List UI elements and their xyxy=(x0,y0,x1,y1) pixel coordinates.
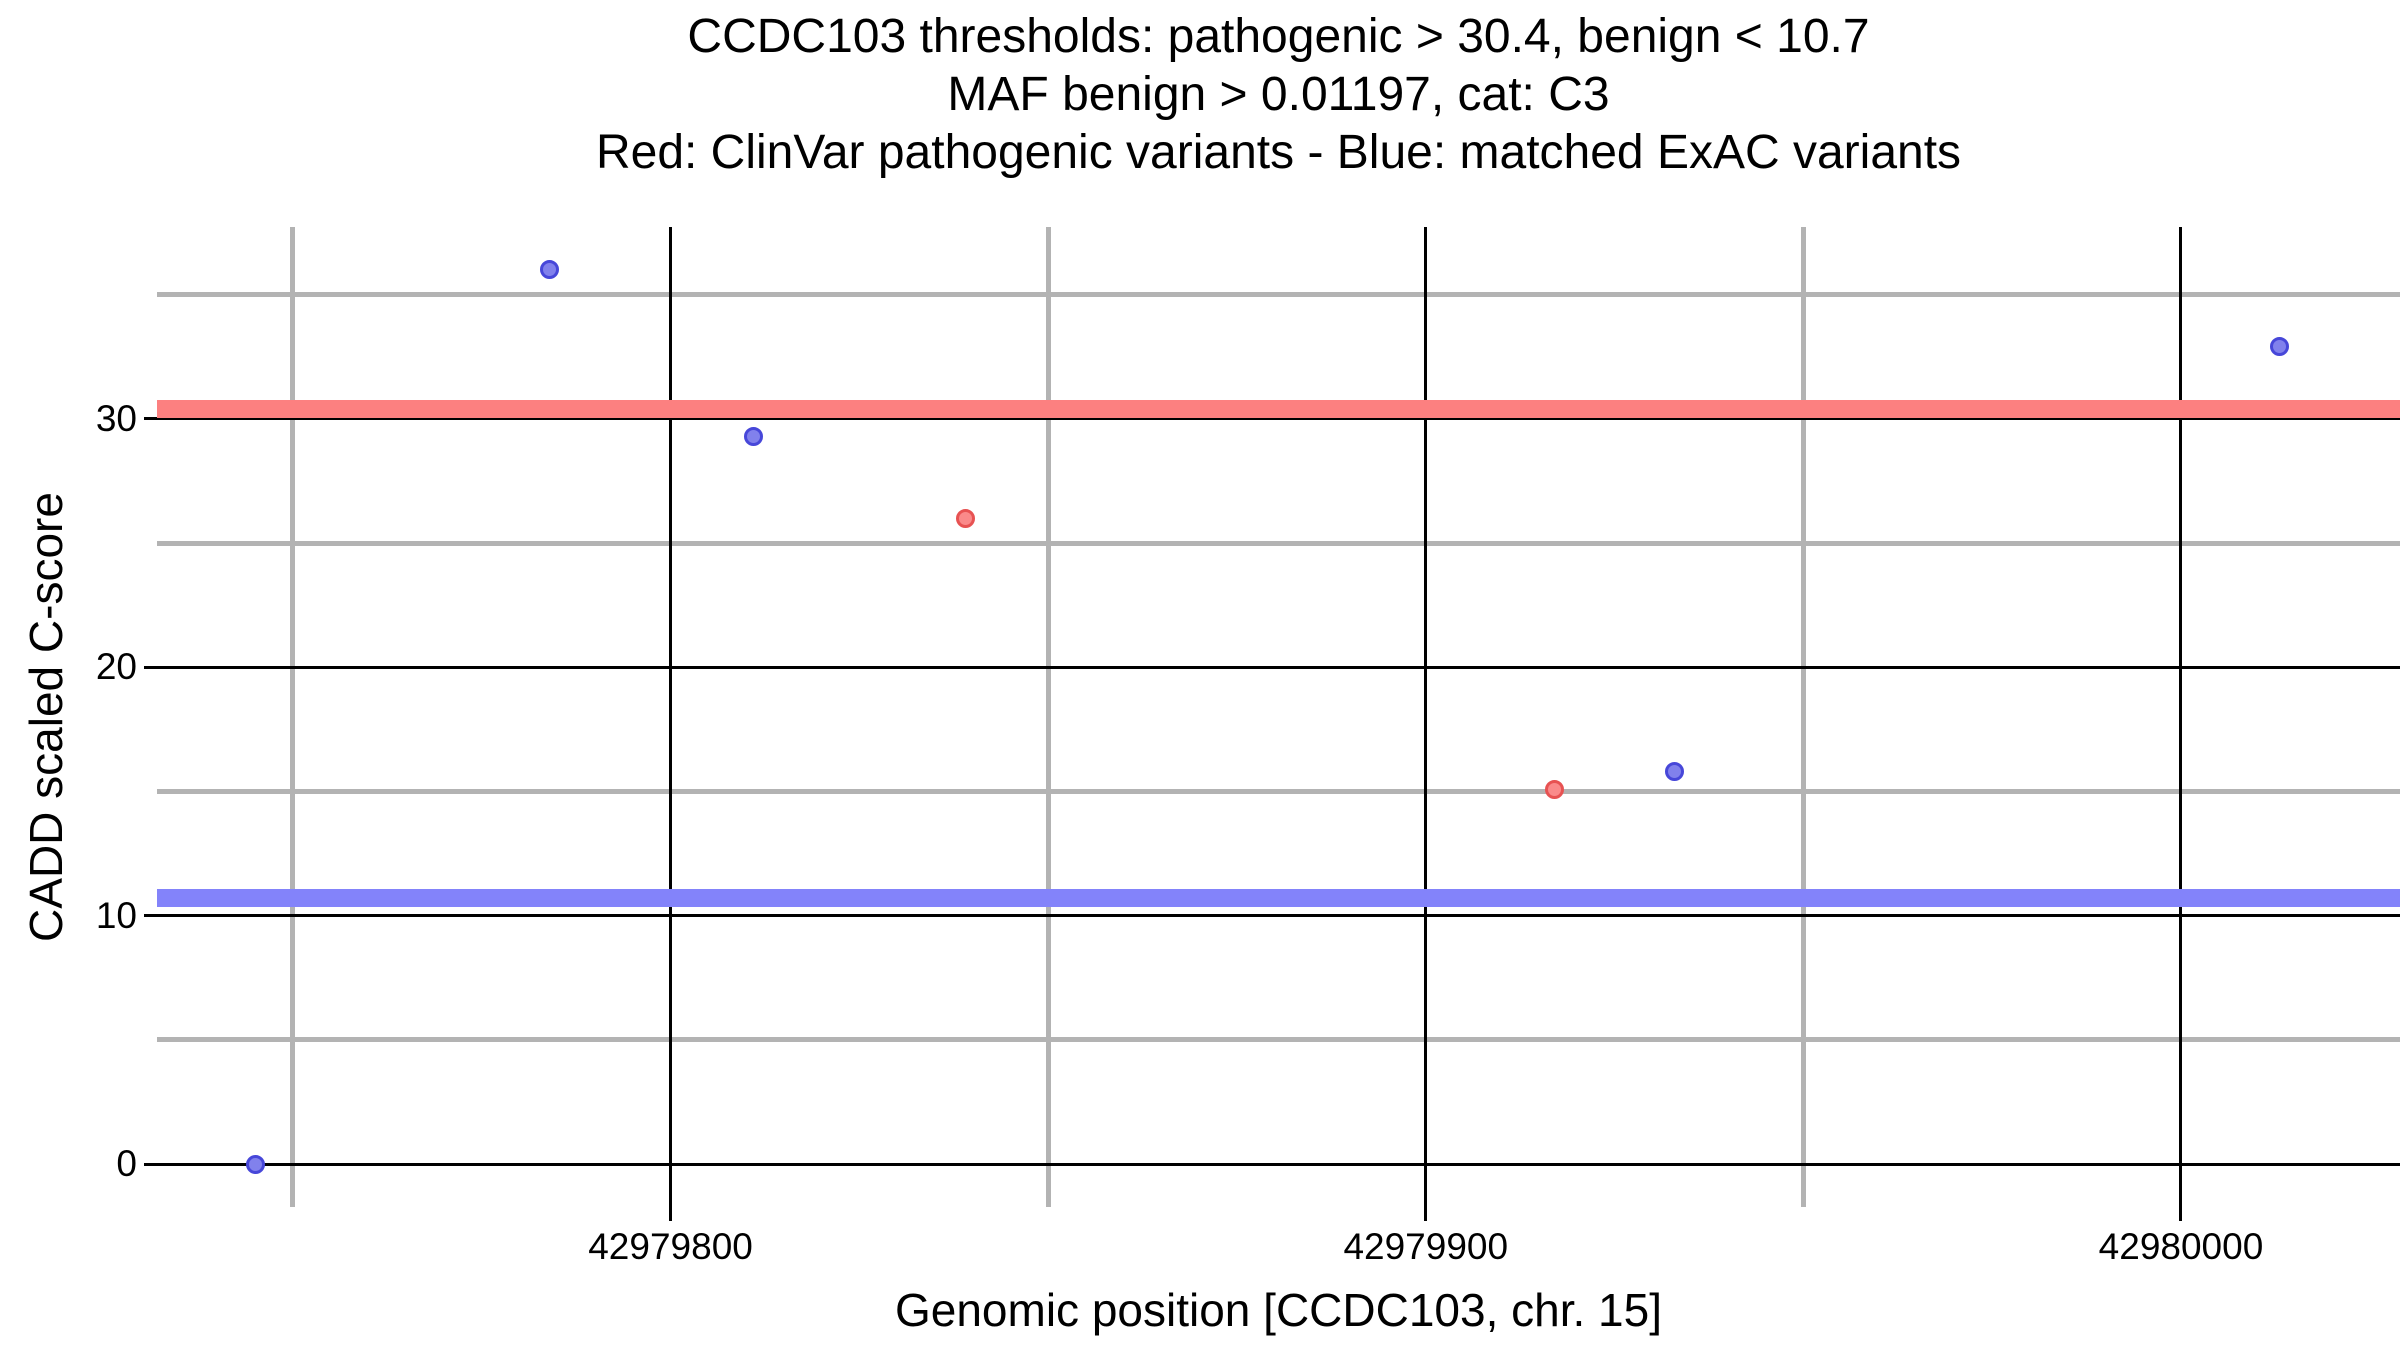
data-point-red xyxy=(955,508,975,528)
data-point-blue xyxy=(2269,337,2289,357)
y-tick-label: 30 xyxy=(95,397,137,439)
grid-minor-vertical xyxy=(1800,227,1806,1207)
x-tick-mark xyxy=(1424,1207,1428,1221)
grid-major-horizontal xyxy=(157,665,2400,669)
grid-minor-horizontal xyxy=(157,789,2400,794)
grid-minor-vertical xyxy=(290,227,296,1207)
data-point-blue xyxy=(744,426,764,446)
grid-major-vertical xyxy=(669,227,673,1207)
plot-title-line-3: Red: ClinVar pathogenic variants - Blue:… xyxy=(595,126,1962,179)
grid-major-vertical xyxy=(2179,227,2183,1207)
plot-title-line-2: MAF benign > 0.01197, cat: C3 xyxy=(947,68,1610,121)
y-tick-label: 0 xyxy=(116,1143,137,1185)
y-axis-title: CADD scaled C-score xyxy=(20,492,72,942)
plot-title: CCDC103 thresholds: pathogenic > 30.4, b… xyxy=(157,8,2400,182)
data-point-red xyxy=(1544,779,1564,799)
grid-major-horizontal xyxy=(157,417,2400,421)
x-tick-label: 42979900 xyxy=(1343,1226,1509,1267)
x-tick-mark xyxy=(669,1207,673,1221)
threshold-band-pathogenic xyxy=(157,400,2400,419)
threshold-band-benign xyxy=(157,889,2400,908)
y-tick-mark xyxy=(144,914,157,918)
y-tick-label: 20 xyxy=(95,646,137,688)
x-tick-label: 42980000 xyxy=(2098,1226,2264,1267)
grid-major-vertical xyxy=(1424,227,1428,1207)
x-tick-label: 42979800 xyxy=(588,1226,753,1267)
grid-minor-vertical xyxy=(1045,227,1051,1207)
y-tick-mark xyxy=(144,665,157,669)
data-point-blue xyxy=(540,260,560,280)
grid-major-horizontal xyxy=(157,914,2400,918)
y-tick-mark xyxy=(144,417,157,421)
y-tick-mark xyxy=(144,1162,157,1166)
grid-minor-horizontal xyxy=(157,1037,2400,1043)
x-tick-mark xyxy=(2179,1207,2183,1221)
grid-minor-horizontal xyxy=(157,540,2400,546)
data-point-blue xyxy=(1665,762,1685,782)
y-tick-label: 10 xyxy=(95,894,137,936)
plot-title-line-1: CCDC103 thresholds: pathogenic > 30.4, b… xyxy=(687,10,1870,63)
grid-minor-horizontal xyxy=(157,292,2400,298)
grid-major-horizontal xyxy=(157,1162,2400,1166)
x-axis-title: Genomic position [CCDC103, chr. 15] xyxy=(894,1284,1663,1336)
data-point-blue xyxy=(245,1154,265,1174)
